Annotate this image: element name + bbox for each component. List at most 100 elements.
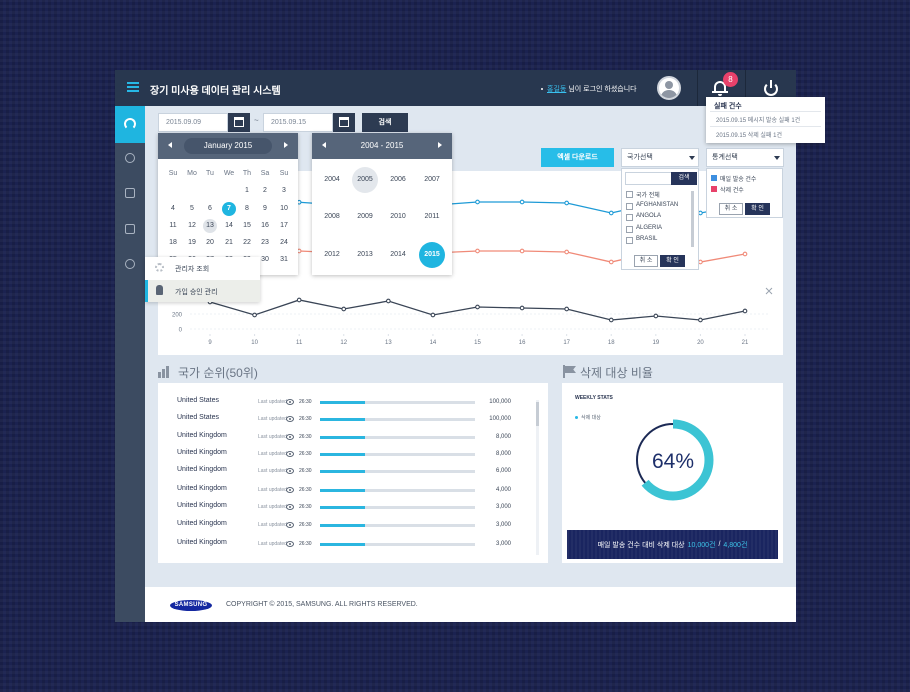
menu-button[interactable] (127, 82, 139, 84)
summary-bar: 매일 발송 건수 대비 삭제 대상 10,000건/4,800건 (567, 530, 778, 559)
calendar-day[interactable]: 16 (261, 222, 269, 229)
cancel-button[interactable]: 취 소 (634, 255, 658, 267)
calendar-day[interactable]: 3 (282, 187, 286, 194)
calendar-day[interactable]: 23 (261, 239, 269, 246)
calendar-day[interactable]: 11 (169, 222, 177, 229)
checkbox[interactable] (626, 225, 633, 233)
month-label: January 2015 (184, 138, 272, 154)
calendar-day[interactable]: 7 (222, 202, 236, 216)
user-name[interactable]: 홍길동 (547, 86, 567, 93)
calendar-day[interactable]: 4 (171, 205, 175, 212)
year-cell[interactable]: 2011 (424, 213, 440, 220)
bell-shape (714, 81, 726, 92)
year-cell[interactable]: 2015 (419, 242, 445, 268)
calendar-button[interactable] (333, 113, 355, 132)
sidebar-icon[interactable] (125, 153, 135, 163)
end-date-input[interactable]: 2015.09.15 (263, 113, 333, 132)
calendar-day[interactable]: 15 (243, 222, 251, 229)
eye-pupil (289, 543, 291, 545)
calendar-day[interactable]: 14 (225, 222, 233, 229)
progress-fill (320, 543, 365, 546)
eye-pupil (289, 401, 291, 403)
notification-item[interactable]: 2015.09.15 삭제 실패 1건 (716, 133, 782, 139)
prev-range[interactable] (322, 142, 326, 148)
sidebar-icon[interactable] (125, 188, 135, 198)
notification-item[interactable]: 2015.09.15 메시지 발송 실패 1건 (716, 118, 801, 124)
calendar-day[interactable]: 6 (208, 205, 212, 212)
year-cell[interactable]: 2007 (424, 176, 440, 183)
excel-download-button[interactable]: 엑셀 다운로드 (541, 148, 614, 167)
stats-select[interactable]: 통계선택 (706, 148, 784, 167)
submenu-item[interactable]: 관리자 조회 (175, 266, 210, 273)
weekday: Su (168, 170, 178, 177)
calendar-day[interactable]: 12 (188, 222, 196, 229)
calendar-day[interactable]: 19 (188, 239, 196, 246)
next-month[interactable] (284, 142, 288, 148)
icon-bar (166, 366, 169, 378)
calendar-day[interactable]: 2 (263, 187, 267, 194)
calendar-day[interactable]: 9 (263, 205, 267, 212)
country-search-input[interactable] (625, 172, 672, 185)
submenu-item[interactable]: 가입 승인 관리 (175, 289, 218, 296)
year-cell[interactable]: 2005 (352, 167, 378, 193)
sidebar-icon[interactable] (125, 224, 135, 234)
year-cell[interactable]: 2004 (324, 176, 340, 183)
progress-fill (320, 489, 365, 492)
stats-option[interactable]: 매일 발송 건수 (720, 177, 757, 183)
time: 26:30 (299, 399, 312, 405)
calendar-day[interactable]: 8 (245, 205, 249, 212)
calendar-day[interactable]: 13 (203, 219, 217, 233)
calendar-day[interactable]: 20 (206, 239, 214, 246)
progress-track (320, 470, 475, 473)
login-message: 님이 로그인 하셨습니다 (568, 86, 637, 93)
bell-icon[interactable] (712, 80, 728, 96)
calendar-day[interactable]: 1 (245, 187, 249, 194)
start-date-input[interactable]: 2015.09.09 (158, 113, 228, 132)
submenu-active-bar (145, 280, 148, 302)
ratio-title: 삭제 대상 비율 (580, 366, 653, 380)
year-cell[interactable]: 2014 (390, 251, 406, 258)
calendar-day[interactable]: 17 (280, 222, 288, 229)
sidebar-icon[interactable] (125, 259, 135, 269)
copyright: COPYRIGHT © 2015, SAMSUNG. ALL RIGHTS RE… (226, 601, 418, 608)
calendar-day[interactable]: 10 (280, 205, 288, 212)
checkbox[interactable] (626, 214, 633, 221)
next-range[interactable] (438, 142, 442, 148)
ranking-panel (158, 383, 548, 563)
avatar[interactable] (657, 76, 681, 100)
calendar-day[interactable]: 24 (280, 239, 288, 246)
time: 26:30 (299, 522, 312, 528)
stats-option[interactable]: 삭제 건수 (720, 188, 744, 194)
weekday: Su (279, 170, 289, 177)
eye-icon (286, 487, 294, 493)
last-updated: Last updated (258, 468, 287, 474)
year-cell[interactable]: 2010 (390, 213, 406, 220)
time: 26:30 (299, 487, 312, 493)
calendar-button[interactable] (228, 113, 250, 132)
calendar-day[interactable]: 21 (225, 239, 233, 246)
checkbox[interactable] (626, 202, 633, 210)
calendar-day[interactable]: 30 (261, 256, 269, 263)
year-cell[interactable]: 2006 (390, 176, 406, 183)
country-option: ANGOLA (636, 213, 662, 219)
country-search-button[interactable]: 검색 (671, 172, 697, 185)
year-cell[interactable]: 2009 (357, 213, 373, 220)
calendar-day[interactable]: 31 (280, 256, 288, 263)
cancel-button[interactable]: 취 소 (719, 203, 743, 215)
flag-cloth (565, 366, 576, 373)
year-cell[interactable]: 2012 (324, 251, 340, 258)
prev-month[interactable] (168, 142, 172, 148)
confirm-button[interactable]: 확 인 (660, 255, 685, 267)
calendar-day[interactable]: 5 (190, 205, 194, 212)
calendar-day[interactable]: 18 (169, 239, 177, 246)
power-button[interactable] (763, 80, 779, 96)
confirm-button[interactable]: 확 인 (745, 203, 770, 215)
checkbox[interactable] (626, 191, 633, 198)
calendar-day[interactable]: 22 (243, 239, 251, 246)
search-button[interactable]: 검색 (362, 113, 408, 132)
checkbox[interactable] (626, 237, 633, 244)
year-cell[interactable]: 2013 (357, 251, 373, 258)
country-select[interactable]: 국가선택 (621, 148, 699, 167)
scrollbar-thumb[interactable] (536, 402, 539, 426)
year-cell[interactable]: 2008 (324, 213, 340, 220)
